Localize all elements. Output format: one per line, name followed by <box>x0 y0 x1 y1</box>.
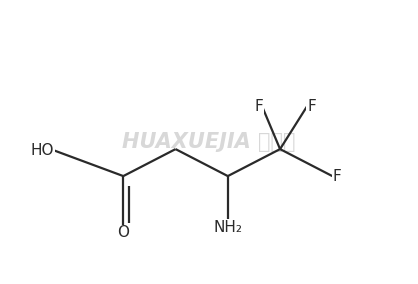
Text: HUAXUEJIA 化学加: HUAXUEJIA 化学加 <box>122 132 296 152</box>
Text: NH₂: NH₂ <box>213 220 242 235</box>
Text: F: F <box>332 169 341 183</box>
Text: O: O <box>117 225 129 240</box>
Text: HO: HO <box>31 143 54 158</box>
Text: F: F <box>307 99 316 114</box>
Text: F: F <box>255 99 263 114</box>
